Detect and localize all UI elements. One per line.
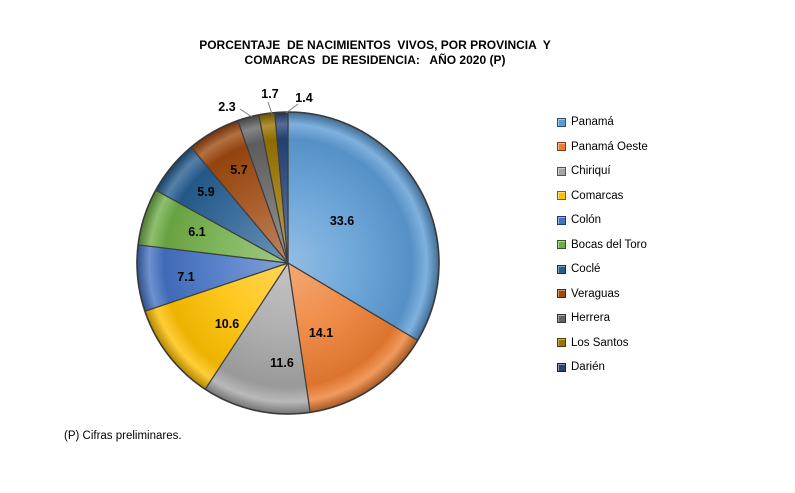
legend-swatch-icon — [557, 142, 566, 152]
legend-item-los-santos: Los Santos — [557, 331, 648, 356]
leader-lines — [239, 101, 299, 118]
legend-item-chiriqui: Chiriquí — [557, 159, 648, 184]
legend-label: Colón — [571, 214, 602, 227]
legend-swatch-icon — [557, 289, 566, 299]
leader-line — [267, 101, 273, 115]
data-label-herrera: 2.3 — [218, 100, 235, 114]
legend-item-darien: Darién — [557, 355, 648, 380]
legend-swatch-icon — [557, 313, 566, 323]
legend-swatch-icon — [557, 338, 566, 348]
data-label-comarcas: 10.6 — [215, 317, 239, 331]
leader-line — [239, 108, 253, 118]
legend-label: Comarcas — [571, 189, 624, 202]
chart-title-line1: PORCENTAJE DE NACIMIENTOS VIVOS, POR PRO… — [199, 38, 551, 52]
legend-item-veraguas: Veraguas — [557, 282, 648, 307]
data-label-cocle: 5.9 — [197, 185, 214, 199]
legend-label: Chiriquí — [571, 165, 611, 178]
legend-item-comarcas: Comarcas — [557, 184, 648, 209]
legend-swatch-icon — [557, 117, 566, 127]
legend-item-colon: Colón — [557, 208, 648, 233]
legend-item-panama-oeste: Panamá Oeste — [557, 135, 648, 160]
legend-swatch-icon — [557, 240, 566, 250]
legend-label: Panamá — [571, 116, 614, 129]
chart-title-line2: COMARCAS DE RESIDENCIA: AÑO 2020 (P) — [244, 53, 506, 67]
legend: Panamá Panamá Oeste Chiriquí Comarcas Colón B… — [557, 110, 648, 380]
legend-swatch-icon — [557, 215, 566, 225]
data-label-colon: 7.1 — [177, 270, 194, 284]
legend-swatch-icon — [557, 191, 566, 201]
data-label-panama: 33.6 — [330, 214, 354, 228]
footnote: (P) Cifras preliminares. — [64, 430, 182, 442]
legend-label: Panamá Oeste — [571, 140, 648, 153]
legend-item-panama: Panamá — [557, 110, 648, 135]
data-label-panama-oeste: 14.1 — [309, 326, 333, 340]
legend-label: Veraguas — [571, 287, 620, 300]
legend-label: Bocas del Toro — [571, 238, 647, 251]
data-label-bocas-del-toro: 6.1 — [188, 225, 205, 239]
legend-swatch-icon — [557, 166, 566, 176]
data-label-veraguas: 5.7 — [230, 163, 247, 177]
legend-label: Herrera — [571, 312, 610, 325]
legend-item-herrera: Herrera — [557, 306, 648, 331]
legend-item-cocle: Coclé — [557, 257, 648, 282]
chart-title: PORCENTAJE DE NACIMIENTOS VIVOS, POR PRO… — [60, 38, 690, 68]
legend-item-bocas-del-toro: Bocas del Toro — [557, 233, 648, 258]
legend-label: Coclé — [571, 263, 601, 276]
legend-label: Los Santos — [571, 336, 629, 349]
data-label-chiriqui: 11.6 — [270, 356, 294, 370]
data-label-los-santos: 1.7 — [261, 87, 278, 101]
legend-swatch-icon — [557, 264, 566, 274]
data-label-darien: 1.4 — [295, 91, 312, 105]
legend-label: Darién — [571, 361, 605, 374]
legend-swatch-icon — [557, 362, 566, 372]
data-labels: 33.6 14.1 11.6 10.6 7.1 6.1 5.9 5.7 2.3 1.7 1.4 — [177, 87, 354, 370]
leader-line — [285, 103, 299, 114]
